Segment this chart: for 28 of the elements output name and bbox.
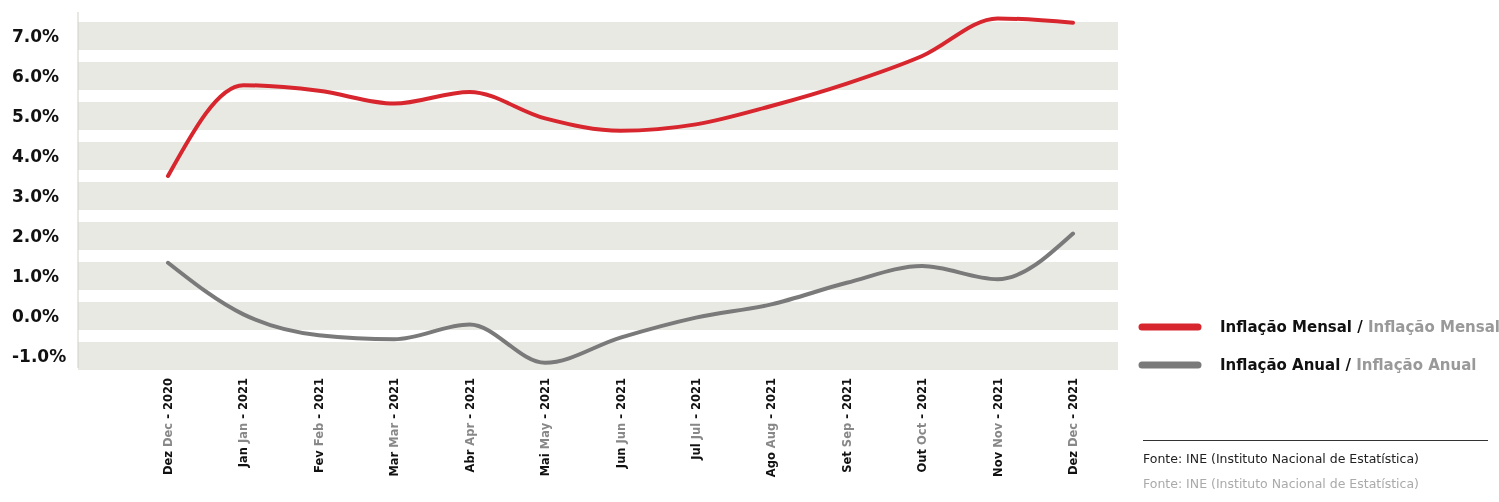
y-tick-label: 6.0% — [12, 66, 60, 86]
legend-label: Inflação Anual / Inflação Anual — [1220, 356, 1477, 374]
x-tick-label: Jan Jan - 2021 — [236, 378, 251, 469]
source-note: Fonte: INE (Instituto Nacional de Estatística) — [1143, 476, 1420, 491]
source-note: Fonte: INE (Instituto Nacional de Estatística) — [1143, 451, 1420, 466]
y-tick-label: 7.0% — [12, 26, 60, 46]
legend-label: Inflação Mensal / Inflação Mensal — [1220, 318, 1499, 336]
x-tick-label: Jun Jun - 2021 — [613, 378, 628, 470]
x-tick-label: Mai May - 2021 — [538, 378, 553, 477]
y-tick-label: 3.0% — [12, 186, 60, 206]
x-tick-label: Mar Mar - 2021 — [387, 378, 402, 477]
x-tick-label: Set Sep - 2021 — [839, 378, 854, 473]
x-tick-label: Ago Aug - 2021 — [764, 378, 779, 478]
y-tick-label: 4.0% — [12, 146, 60, 166]
x-tick-label: Jul Jul - 2021 — [688, 378, 703, 461]
x-tick-label: Dez Dec - 2020 — [161, 378, 175, 476]
y-tick-label: 2.0% — [12, 226, 60, 246]
y-tick-label: 5.0% — [12, 106, 60, 126]
y-tick-label: -1.0% — [12, 346, 67, 366]
line-series — [166, 16, 1075, 178]
y-tick-label: 0.0% — [12, 306, 60, 326]
x-tick-label: Fev Feb - 2021 — [311, 378, 326, 473]
x-tick-label: Dez Dec - 2021 — [1066, 378, 1080, 476]
y-tick-label: 1.0% — [12, 266, 60, 286]
x-tick-label: Out Oct - 2021 — [915, 378, 930, 473]
line-series — [166, 231, 1075, 365]
x-tick-label: Nov Nov - 2021 — [990, 378, 1005, 477]
x-tick-label: Abr Apr - 2021 — [462, 378, 477, 473]
